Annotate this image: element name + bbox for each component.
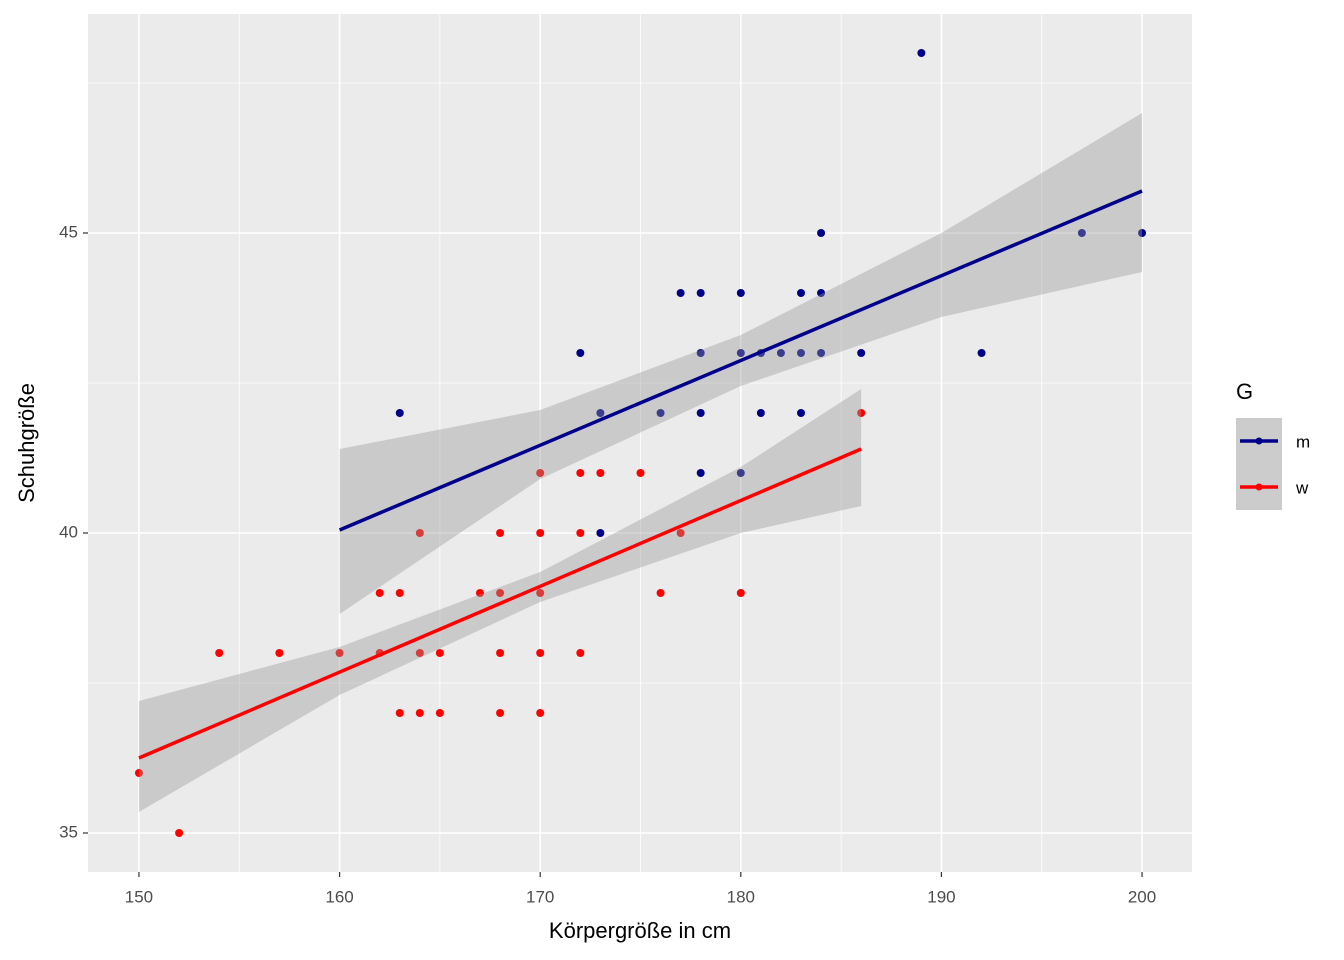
panel [88,14,1192,872]
x-tick-label: 150 [125,887,153,906]
point [696,349,705,357]
point [696,289,705,297]
point [736,289,745,297]
point [917,49,926,57]
legend-label: m [1296,432,1310,451]
point [676,529,685,537]
point [736,349,745,357]
x-tick-label: 180 [727,887,755,906]
point [596,529,605,537]
point [796,349,805,357]
point [576,649,585,657]
point [977,349,986,357]
point [636,469,645,477]
y-axis-title: Schuhgröße [14,383,39,503]
point [435,709,444,717]
x-tick-label: 200 [1128,887,1156,906]
point [375,589,384,597]
point [496,649,505,657]
point [736,589,745,597]
point [496,589,505,597]
x-tick-label: 170 [526,887,554,906]
point [776,349,785,357]
point [656,409,665,417]
point [335,649,344,657]
point [696,409,705,417]
legend-label: w [1295,478,1309,497]
y-tick-label: 40 [59,522,78,541]
point [596,409,605,417]
point [596,469,605,477]
point [275,649,284,657]
point [656,589,665,597]
point [536,529,545,537]
point [696,469,705,477]
y-tick-label: 35 [59,822,78,841]
point [395,589,404,597]
confidence-band [339,113,1143,614]
legend-title: G [1236,379,1253,404]
legend-point [1255,483,1263,491]
point [496,529,505,537]
point [817,349,826,357]
point [435,649,444,657]
point [576,529,585,537]
fit-line [138,447,862,760]
point [1077,229,1086,237]
point [857,349,866,357]
point [395,409,404,417]
point [536,469,545,477]
point [415,529,424,537]
fit-line [338,189,1143,532]
point [756,409,765,417]
point [576,469,585,477]
point [476,589,485,597]
x-tick-label: 190 [927,887,955,906]
point [536,649,545,657]
point [496,709,505,717]
x-tick-label: 160 [325,887,353,906]
point [796,289,805,297]
point [676,289,685,297]
x-axis-title: Körpergröße in cm [549,918,731,943]
point [395,709,404,717]
point [1138,229,1147,237]
confidence-band [138,389,862,812]
point [576,349,585,357]
point [817,289,826,297]
point [134,769,143,777]
point [857,409,866,417]
point [215,649,224,657]
legend-point [1255,437,1263,445]
point [736,469,745,477]
point [536,709,545,717]
point [817,229,826,237]
point [415,649,424,657]
point [415,709,424,717]
point [796,409,805,417]
y-tick-label: 45 [59,222,78,241]
point [175,829,184,837]
point [536,589,545,597]
